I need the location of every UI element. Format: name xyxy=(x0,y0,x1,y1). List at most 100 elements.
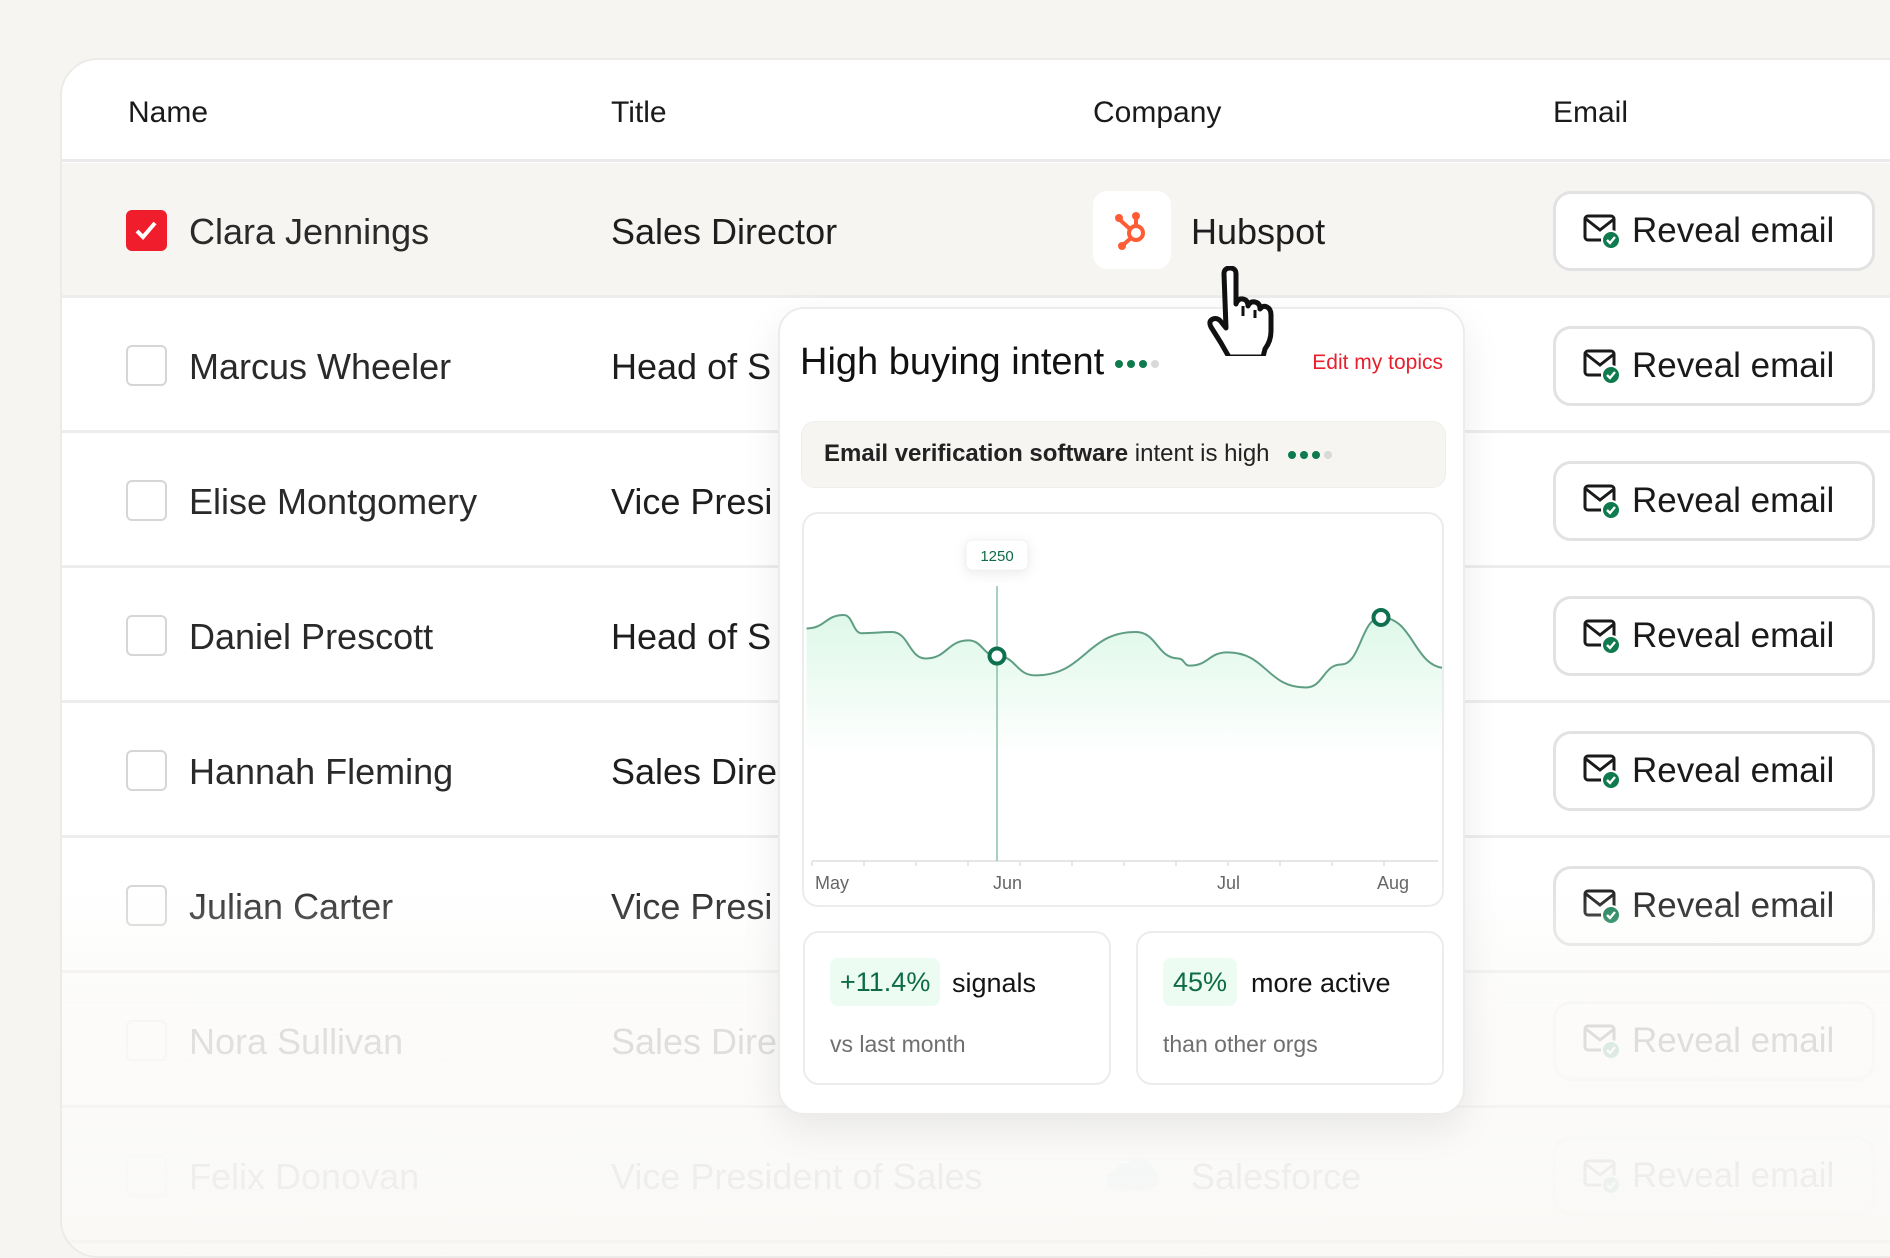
row-checkbox[interactable] xyxy=(126,210,167,251)
reveal-email-button[interactable]: Reveal email xyxy=(1553,461,1875,541)
header-email[interactable]: Email xyxy=(1553,96,1629,129)
reveal-email-label: Reveal email xyxy=(1632,481,1835,520)
reveal-email-button[interactable]: Reveal email xyxy=(1553,866,1875,946)
salesforce-logo-icon xyxy=(1093,1136,1171,1214)
stat-sub: vs last month xyxy=(830,1031,966,1057)
row-checkbox[interactable] xyxy=(126,885,167,926)
hand-cursor-icon xyxy=(1207,266,1274,356)
reveal-email-label: Reveal email xyxy=(1632,886,1835,925)
table-row[interactable]: Elise Montgomery Vice Presi Reveal email xyxy=(62,433,1890,568)
reveal-email-label: Reveal email xyxy=(1632,211,1835,250)
mail-verified-icon xyxy=(1582,616,1622,656)
contact-name[interactable]: Julian Carter xyxy=(189,886,394,927)
edit-topics-link[interactable]: Edit my topics xyxy=(1312,351,1443,374)
reveal-email-label: Reveal email xyxy=(1632,1156,1835,1195)
reveal-email-button[interactable]: Reveal email xyxy=(1553,596,1875,676)
contact-title: Vice President of Sales xyxy=(611,1156,983,1197)
row-checkbox[interactable] xyxy=(126,345,167,386)
stat-sub: than other orgs xyxy=(1163,1031,1318,1057)
header-title[interactable]: Title xyxy=(611,96,667,129)
mail-verified-icon xyxy=(1582,481,1622,521)
intent-chart-svg: May Jun Jul Aug 1250 xyxy=(806,539,1442,893)
tooltip xyxy=(965,539,1029,571)
contact-title: Sales Dire xyxy=(611,751,778,792)
level-dot xyxy=(1138,359,1147,368)
hubspot-logo-icon xyxy=(1093,191,1171,269)
reveal-email-button[interactable]: Reveal email xyxy=(1553,731,1875,811)
stat-value: 45% xyxy=(1163,958,1238,1006)
company-name[interactable]: Hubspot xyxy=(1191,211,1326,252)
contact-name[interactable]: Elise Montgomery xyxy=(189,481,478,522)
reveal-email-label: Reveal email xyxy=(1632,346,1835,385)
level-dot xyxy=(1300,450,1309,459)
intent-level-dots xyxy=(1114,359,1159,368)
level-dot xyxy=(1150,359,1159,368)
x-tick-label: Jul xyxy=(1217,873,1240,893)
tooltip-value: 1250 xyxy=(980,548,1013,565)
level-dot xyxy=(1288,450,1297,459)
level-dot xyxy=(1312,450,1321,459)
header-name[interactable]: Name xyxy=(128,96,209,129)
row-checkbox[interactable] xyxy=(126,1155,167,1196)
company-name[interactable]: Salesforce xyxy=(1191,1156,1362,1197)
mail-verified-icon xyxy=(1582,886,1622,926)
popover-title-text: High buying intent xyxy=(800,341,1105,383)
contact-title: Sales Dire xyxy=(611,1021,778,1062)
reveal-email-button[interactable]: Reveal email xyxy=(1553,326,1875,406)
mail-verified-icon xyxy=(1582,751,1622,791)
contact-title: Vice Presi xyxy=(611,481,773,522)
check-icon xyxy=(135,221,157,240)
popover-title: High buying intent xyxy=(800,341,1159,384)
table-row[interactable]: Felix Donovan Vice President of Sales Sa… xyxy=(62,1108,1890,1243)
stat-label: more active xyxy=(1251,968,1391,998)
data-point-marker[interactable] xyxy=(1371,607,1391,627)
row-checkbox[interactable] xyxy=(126,750,167,791)
contact-name[interactable]: Clara Jennings xyxy=(189,211,430,252)
reveal-email-button[interactable]: Reveal email xyxy=(1553,191,1875,271)
data-point-marker[interactable] xyxy=(987,646,1007,666)
contact-name[interactable]: Nora Sullivan xyxy=(189,1021,404,1062)
level-dot xyxy=(1324,450,1333,459)
topic-level-dots xyxy=(1288,450,1333,459)
stat-card-signals: +11.4% signals vs last month xyxy=(803,931,1111,1085)
table-header: Name Title Company Email xyxy=(62,60,1890,162)
contact-name[interactable]: Daniel Prescott xyxy=(189,616,434,657)
topic-status: intent is high xyxy=(1128,440,1270,467)
contact-title: Sales Director xyxy=(611,211,838,252)
topic-name: Email verification software xyxy=(824,440,1129,467)
reveal-email-button[interactable]: Reveal email xyxy=(1553,1001,1875,1081)
header-company[interactable]: Company xyxy=(1093,96,1222,129)
x-tick-label: Jun xyxy=(993,873,1022,893)
x-tick-label: Aug xyxy=(1377,873,1409,893)
table-row[interactable]: Hannah Fleming Sales Dire Reveal email xyxy=(62,703,1890,838)
series-line xyxy=(806,613,1442,689)
level-dot xyxy=(1114,359,1123,368)
intent-topic: Email verification software intent is hi… xyxy=(801,421,1446,488)
contact-title: Head of S xyxy=(611,616,772,657)
mail-verified-icon xyxy=(1582,346,1622,386)
level-dot xyxy=(1126,359,1135,368)
intent-chart: May Jun Jul Aug 1250 xyxy=(802,512,1444,907)
contact-name[interactable]: Hannah Fleming xyxy=(189,751,454,792)
mail-verified-icon xyxy=(1582,1156,1622,1196)
mail-verified-icon xyxy=(1582,1021,1622,1061)
contact-name[interactable]: Marcus Wheeler xyxy=(189,346,452,387)
area-fill xyxy=(806,615,1442,774)
row-checkbox[interactable] xyxy=(126,615,167,656)
contact-name[interactable]: Felix Donovan xyxy=(189,1156,420,1197)
buying-intent-popover: High buying intent Edit my topics Email … xyxy=(778,307,1465,1115)
stat-card-activity: 45% more active than other orgs xyxy=(1136,931,1444,1085)
row-checkbox[interactable] xyxy=(126,1020,167,1061)
reveal-email-label: Reveal email xyxy=(1632,751,1835,790)
contact-title: Head of S xyxy=(611,346,772,387)
reveal-email-label: Reveal email xyxy=(1632,616,1835,655)
stat-label: signals xyxy=(952,968,1037,998)
reveal-email-button[interactable]: Reveal email xyxy=(1553,1136,1875,1216)
reveal-email-label: Reveal email xyxy=(1632,1021,1835,1060)
contact-title: Vice Presi xyxy=(611,886,773,927)
stat-value: +11.4% xyxy=(830,958,941,1006)
x-tick-label: May xyxy=(815,873,849,893)
table-row[interactable]: Clara Jennings Sales Director Hubspot Re… xyxy=(62,163,1890,298)
row-checkbox[interactable] xyxy=(126,480,167,521)
mail-verified-icon xyxy=(1582,211,1622,251)
